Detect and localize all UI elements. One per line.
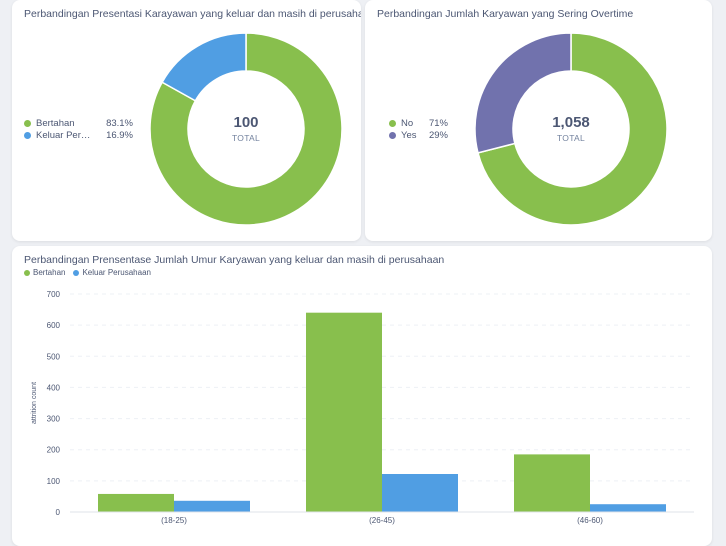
- y-tick-label: 400: [47, 383, 61, 392]
- age-bar-chart: 0 100 200 300 400 500 600 700 attrition count (18…: [31, 290, 694, 525]
- legend-dot-icon: [24, 269, 30, 276]
- legend-dot-icon: [73, 269, 80, 276]
- bar-bertahan[interactable]: [306, 312, 382, 512]
- bar-bertahan[interactable]: [514, 454, 590, 512]
- legend-label: Keluar Perusahaan: [36, 129, 93, 141]
- legend-value: 83.1%: [106, 117, 133, 129]
- donut-center-total: 100 TOTAL: [206, 114, 286, 143]
- legend-item[interactable]: No 71%: [389, 117, 448, 129]
- card-title[interactable]: Perbandingan Presentasi Karayawan yang k…: [24, 8, 361, 20]
- y-tick-label: 0: [56, 508, 61, 517]
- donut-center-total: 1,058 TOTAL: [531, 114, 611, 143]
- total-label: TOTAL: [231, 133, 261, 143]
- bar-bertahan[interactable]: [98, 493, 174, 512]
- bar-legend-item[interactable]: Keluar Perusahaan: [73, 268, 151, 277]
- age-bar-card: Perbandingan Prensentase Jumlah Umur Kar…: [12, 246, 712, 546]
- legend-item[interactable]: Yes 29%: [389, 129, 448, 141]
- y-tick-label: 500: [47, 352, 61, 361]
- legend-label: Bertahan: [33, 268, 66, 277]
- legend-value: 29%: [428, 129, 448, 141]
- donut-slice-no[interactable]: [477, 32, 668, 226]
- legend-dot-icon: [24, 119, 31, 127]
- x-tick-label: (26-45): [369, 516, 395, 525]
- overtime-donut-card: Perbandingan Jumlah Karyawan yang Sering…: [365, 0, 712, 241]
- legend-dot-icon: [389, 119, 396, 127]
- y-tick-label: 100: [47, 477, 61, 486]
- legend-dot-icon: [24, 131, 31, 139]
- donut-slice-bertahan[interactable]: [149, 32, 343, 226]
- bar-legend-item[interactable]: Bertahan: [24, 268, 65, 277]
- total-value: 100: [233, 114, 259, 131]
- donut-slice-yes[interactable]: [474, 32, 572, 154]
- attrition-donut-card: Perbandingan Presentasi Karayawan yang k…: [12, 0, 361, 241]
- y-tick-label: 600: [47, 321, 61, 330]
- legend-value: 71%: [428, 117, 448, 129]
- legend-label: No: [401, 117, 414, 129]
- y-tick-label: 300: [47, 415, 61, 424]
- bar-legend: Bertahan Keluar Perusahaan: [24, 268, 159, 277]
- card-title[interactable]: Perbandingan Jumlah Karyawan yang Sering…: [377, 8, 634, 20]
- bar-keluar-perusahaan[interactable]: [174, 500, 250, 512]
- bar-keluar-perusahaan[interactable]: [590, 504, 666, 512]
- total-value: 1,058: [552, 114, 590, 131]
- overtime-donut-chart: [474, 32, 668, 226]
- donut-legend: No 71% Yes 29%: [389, 117, 448, 141]
- legend-dot-icon: [389, 131, 396, 139]
- total-label: TOTAL: [556, 133, 586, 143]
- legend-item[interactable]: Keluar Perusahaan 16.9%: [24, 129, 133, 141]
- legend-label: Bertahan: [36, 117, 75, 129]
- legend-item[interactable]: Bertahan 83.1%: [24, 117, 133, 129]
- y-tick-label: 700: [47, 290, 61, 299]
- attrition-donut-chart: [149, 32, 343, 226]
- y-tick-label: 200: [47, 446, 61, 455]
- card-title[interactable]: Perbandingan Prensentase Jumlah Umur Kar…: [24, 254, 445, 266]
- x-tick-label: (18-25): [161, 516, 187, 525]
- donut-slice-keluar-perusahaan[interactable]: [161, 32, 247, 102]
- bar-keluar-perusahaan[interactable]: [382, 474, 458, 512]
- donut-legend: Bertahan 83.1% Keluar Perusahaan 16.9%: [24, 117, 133, 141]
- legend-label: Keluar Perusahaan: [82, 268, 151, 277]
- legend-value: 16.9%: [106, 129, 133, 141]
- y-axis-label: attrition count: [31, 382, 38, 424]
- x-tick-label: (46-60): [577, 516, 603, 525]
- legend-label: Yes: [401, 129, 417, 141]
